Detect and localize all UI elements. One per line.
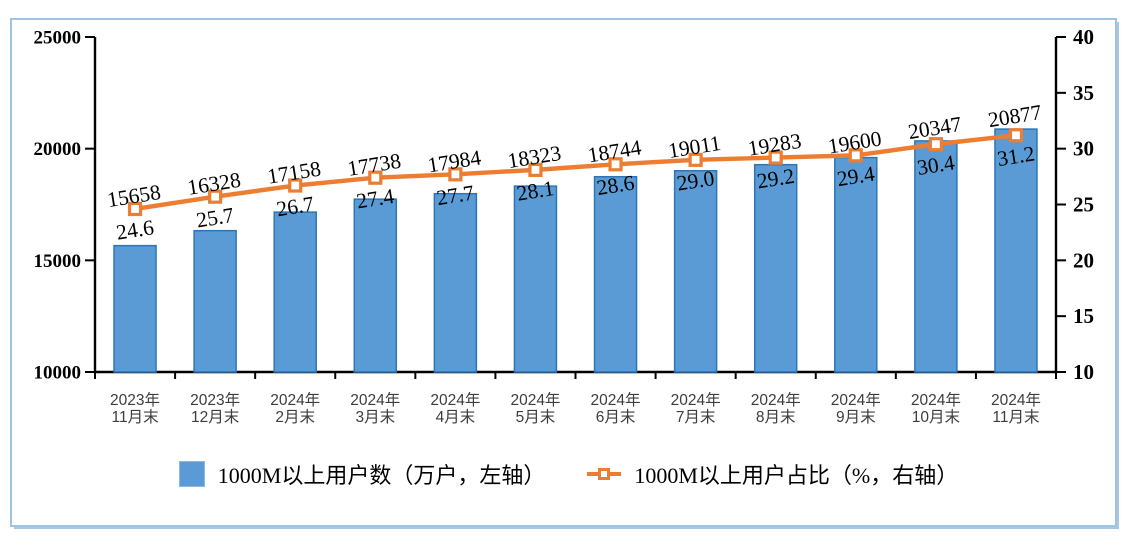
- x-axis-category-label: 2023年: [110, 391, 160, 409]
- left-axis-tick-label: 10000: [34, 363, 82, 384]
- right-axis-tick-label: 25: [1073, 193, 1094, 217]
- bar[interactable]: [513, 185, 558, 373]
- line-value-label: 29.4: [835, 162, 876, 192]
- x-axis-category-label: 11月末: [111, 408, 158, 426]
- line-value-label: 30.4: [915, 150, 956, 180]
- x-axis-category-label: 10月末: [912, 408, 960, 426]
- bar[interactable]: [753, 163, 798, 373]
- line-value-label: 28.1: [515, 176, 556, 206]
- legend: 1000M以上用户数（万户，左轴） 1000M以上用户占比（%，右轴）: [0, 458, 1137, 490]
- line-marker[interactable]: [1008, 128, 1024, 143]
- line-marker[interactable]: [848, 148, 863, 163]
- legend-item-line-series[interactable]: 1000M以上用户占比（%，右轴）: [587, 458, 958, 490]
- line-marker[interactable]: [208, 189, 223, 204]
- line-value-label: 27.4: [355, 184, 396, 214]
- line-marker[interactable]: [928, 137, 943, 152]
- x-axis-category-label: 2月末: [275, 408, 315, 426]
- line-value-label: 27.7: [435, 181, 476, 211]
- x-axis-category-label: 4月末: [436, 408, 476, 426]
- x-axis-category-label: 5月末: [516, 408, 556, 426]
- line-marker[interactable]: [448, 167, 463, 182]
- right-axis-tick-label: 40: [1073, 25, 1094, 49]
- left-axis-tick-label: 20000: [34, 139, 82, 160]
- x-axis-category-label: 2024年: [350, 391, 400, 409]
- x-axis-category-label: 3月末: [355, 408, 395, 426]
- x-axis-category-label: 2024年: [751, 391, 801, 409]
- x-axis-category-label: 2024年: [510, 391, 560, 409]
- line-marker[interactable]: [288, 178, 303, 193]
- x-axis-category-label: 8月末: [756, 408, 796, 426]
- bar[interactable]: [593, 175, 638, 373]
- x-axis-category-label: 7月末: [676, 408, 716, 426]
- left-axis-tick-label: 25000: [34, 28, 82, 49]
- right-axis-tick-label: 30: [1073, 137, 1094, 161]
- line-value-label: 24.6: [115, 215, 156, 245]
- bar[interactable]: [994, 128, 1038, 373]
- line-value-label: 28.6: [595, 170, 636, 200]
- line-marker[interactable]: [528, 162, 543, 177]
- bar[interactable]: [113, 244, 157, 373]
- legend-label-bar-series: 1000M以上用户数（万户，左轴）: [217, 463, 546, 488]
- right-axis-tick-label: 35: [1073, 81, 1094, 105]
- line-value-label: 25.7: [195, 203, 236, 233]
- percentage-line[interactable]: [132, 133, 1019, 212]
- right-axis-tick-label: 10: [1073, 360, 1094, 384]
- x-axis-category-label: 12月末: [191, 408, 239, 426]
- line-marker[interactable]: [368, 170, 383, 185]
- line-marker[interactable]: [768, 150, 783, 165]
- bar[interactable]: [353, 198, 398, 373]
- bar[interactable]: [673, 170, 718, 373]
- x-axis-category-label: 11月末: [992, 408, 1039, 426]
- line-value-label: 29.2: [755, 164, 796, 194]
- line-value-label: 29.0: [675, 166, 716, 196]
- legend-label-line-series: 1000M以上用户占比（%，右轴）: [634, 463, 959, 488]
- line-marker[interactable]: [127, 201, 143, 217]
- x-axis-category-label: 2024年: [591, 391, 641, 409]
- bar[interactable]: [273, 211, 317, 373]
- x-axis-category-label: 2024年: [270, 391, 320, 409]
- line-value-label: 26.7: [275, 192, 316, 222]
- x-axis-category-label: 2023年: [190, 391, 240, 409]
- bar[interactable]: [914, 140, 958, 373]
- x-axis-category-label: 2024年: [831, 391, 881, 409]
- x-axis-category-label: 6月末: [596, 408, 636, 426]
- line-value-label: 31.2: [996, 141, 1037, 171]
- bar[interactable]: [433, 192, 478, 373]
- line-marker[interactable]: [688, 152, 703, 167]
- x-axis-category-label: 2024年: [430, 391, 480, 409]
- x-axis-category-label: 2024年: [991, 391, 1041, 409]
- legend-item-bar-series[interactable]: 1000M以上用户数（万户，左轴）: [178, 458, 546, 490]
- x-axis-category-label: 2024年: [671, 391, 721, 409]
- right-axis-tick-label: 20: [1073, 248, 1094, 272]
- x-axis-category-label: 2024年: [911, 391, 961, 409]
- bar-series-swatch-icon: [178, 461, 205, 487]
- line-series-marker-icon: [587, 467, 622, 481]
- x-axis-category-label: 9月末: [836, 408, 876, 426]
- bar-value-label: 20877: [986, 100, 1043, 132]
- bar[interactable]: [193, 229, 237, 373]
- line-marker[interactable]: [608, 157, 623, 172]
- left-axis-tick-label: 15000: [34, 251, 82, 272]
- bar-value-label: 20347: [906, 112, 963, 144]
- right-axis-tick-label: 15: [1073, 304, 1094, 328]
